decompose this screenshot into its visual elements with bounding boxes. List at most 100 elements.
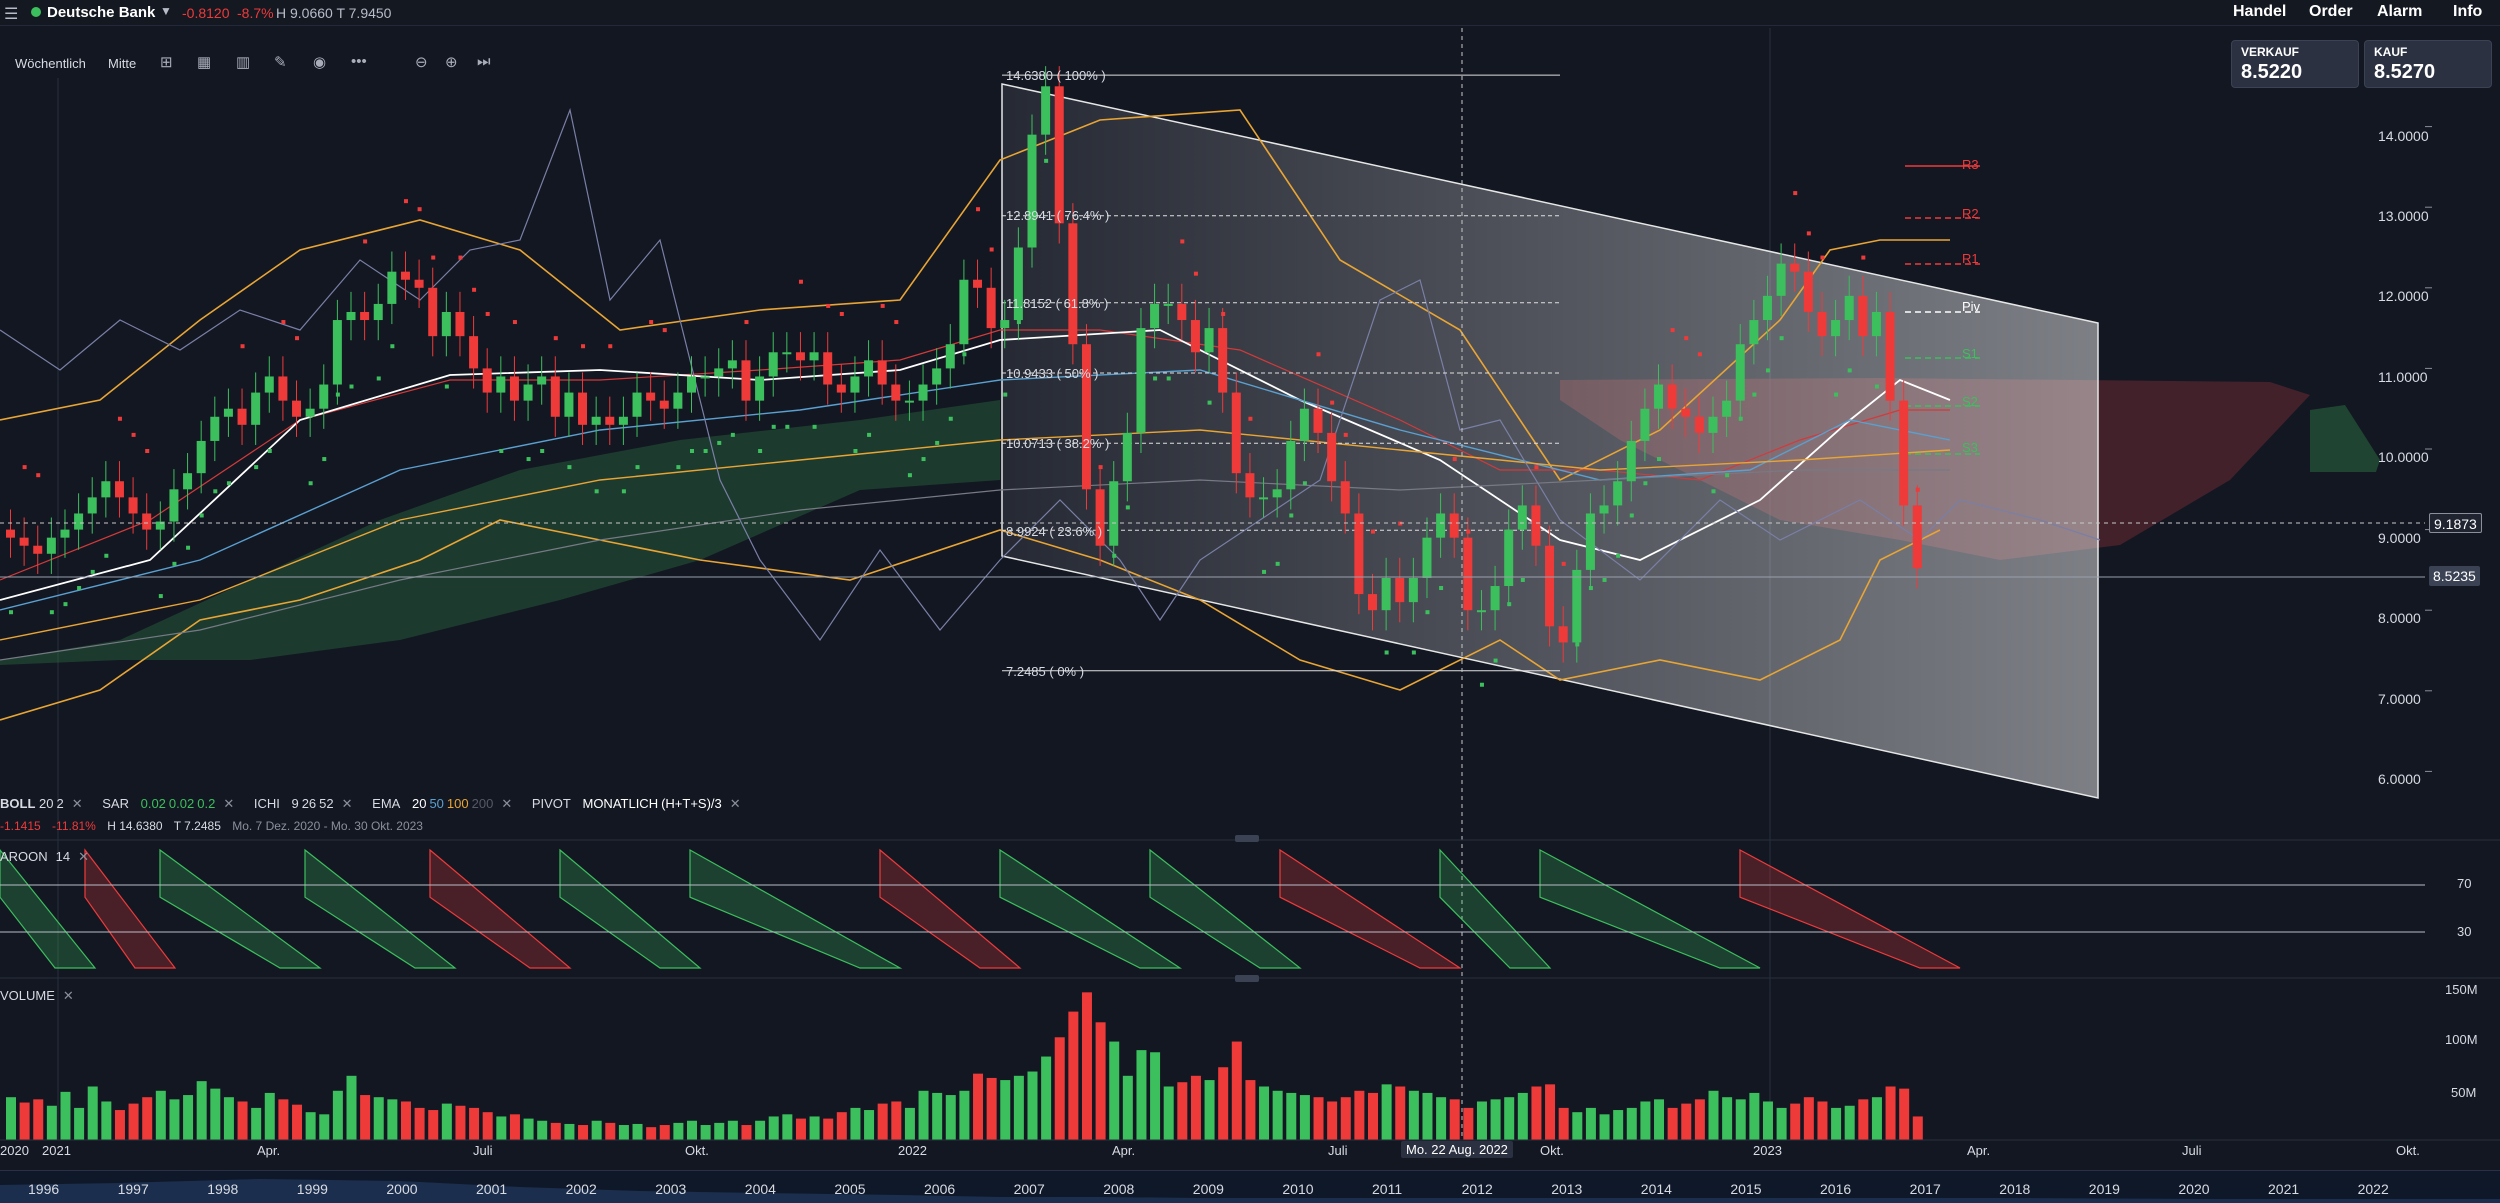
sar-dot bbox=[1874, 384, 1879, 389]
candle-body bbox=[305, 408, 315, 417]
sell-quote-button[interactable]: VERKAUF 8.5220 bbox=[2231, 40, 2359, 88]
volume-bar bbox=[101, 1101, 112, 1140]
aroon-segment bbox=[159, 848, 322, 969]
volume-bar bbox=[169, 1099, 180, 1140]
timeline-navigator[interactable] bbox=[0, 1170, 2500, 1203]
candlestick-series bbox=[6, 66, 1922, 663]
price-axis-label: 14.0000 bbox=[2378, 128, 2429, 144]
draw-icon[interactable]: ✎ bbox=[274, 54, 287, 71]
volume-bar bbox=[469, 1107, 480, 1140]
legend-ema-name: EMA bbox=[372, 796, 401, 811]
sar-dot bbox=[948, 416, 953, 421]
volume-bar bbox=[1095, 1022, 1106, 1140]
sar-dot bbox=[281, 320, 286, 325]
sar-dot bbox=[1657, 457, 1662, 462]
last-price-tag: 8.5235 bbox=[2429, 566, 2480, 586]
candle-body bbox=[469, 336, 479, 369]
remove-indicator-icon[interactable]: ✕ bbox=[78, 849, 90, 864]
candle-body bbox=[1313, 408, 1323, 433]
volume-bar bbox=[1722, 1097, 1733, 1140]
remove-indicator-icon[interactable]: ✕ bbox=[62, 988, 74, 1003]
candle-body bbox=[292, 400, 302, 417]
candle-body bbox=[1081, 344, 1091, 490]
pane-resize-handle[interactable] bbox=[1235, 975, 1259, 982]
price-mode-selector[interactable]: Mitte bbox=[108, 56, 137, 71]
hamburger-menu-icon[interactable]: ☰ bbox=[4, 6, 19, 23]
volume-bar bbox=[1640, 1101, 1651, 1140]
candle-body bbox=[1776, 263, 1786, 296]
sar-dot bbox=[1629, 513, 1634, 518]
candle-body bbox=[1504, 529, 1514, 587]
menu-order[interactable]: Order bbox=[2309, 3, 2353, 20]
volume-bar bbox=[1817, 1101, 1828, 1140]
sar-dot bbox=[49, 610, 54, 615]
candle-body bbox=[1041, 86, 1051, 135]
range-summary: -1.1415 -11.81% H 14.6380 T 7.2485 Mo. 7… bbox=[0, 819, 431, 833]
crosshair-date-tag: Mo. 22 Aug. 2022 bbox=[1401, 1141, 1513, 1158]
sar-dot bbox=[1343, 432, 1348, 437]
legend-ichi[interactable]: ICHI 9 26 52 ✕ bbox=[254, 796, 361, 811]
play-end-icon[interactable]: ⏭ bbox=[477, 53, 491, 70]
legend-sar[interactable]: SAR 0.02 0.02 0.2 ✕ bbox=[102, 796, 242, 811]
candle-body bbox=[1163, 303, 1173, 306]
volume-bar bbox=[237, 1101, 248, 1140]
more-icon[interactable]: ••• bbox=[351, 53, 367, 70]
navigator-year-label: 2012 bbox=[1461, 1181, 1493, 1197]
sar-dot bbox=[1371, 529, 1375, 534]
range-change-percent: -11.81% bbox=[52, 819, 96, 833]
candle-body bbox=[1545, 545, 1555, 627]
remove-indicator-icon[interactable]: ✕ bbox=[341, 796, 353, 811]
candle-body bbox=[1463, 537, 1473, 611]
volume-bar bbox=[823, 1118, 834, 1140]
pane-resize-handle[interactable] bbox=[1235, 835, 1259, 842]
remove-indicator-icon[interactable]: ✕ bbox=[729, 796, 741, 811]
candle-body bbox=[564, 392, 574, 417]
volume-bar bbox=[1545, 1084, 1556, 1140]
volume-bar bbox=[687, 1120, 697, 1140]
candle-body bbox=[441, 311, 451, 337]
sar-dot bbox=[1820, 255, 1825, 260]
fib-label: 11.8152 ( 61.8% ) bbox=[1006, 296, 1109, 311]
time-axis-label: Juli bbox=[473, 1143, 493, 1158]
legend-boll[interactable]: BOLL 20 2 ✕ bbox=[0, 796, 91, 811]
compare-icon[interactable]: ⊞ bbox=[160, 54, 173, 71]
navigator-year-label: 2001 bbox=[476, 1181, 508, 1197]
sar-dot bbox=[553, 336, 558, 341]
volume-legend[interactable]: VOLUME ✕ bbox=[0, 988, 82, 1004]
eye-icon[interactable]: ◉ bbox=[313, 54, 327, 71]
remove-indicator-icon[interactable]: ✕ bbox=[71, 796, 83, 811]
sar-dot bbox=[1030, 207, 1035, 212]
sar-dot bbox=[1153, 376, 1158, 381]
candle-body bbox=[1749, 320, 1759, 345]
instrument-dropdown-icon[interactable]: ▼ bbox=[160, 4, 172, 18]
aroon-segment bbox=[999, 848, 1183, 969]
sar-dot bbox=[880, 303, 885, 308]
aroon-legend[interactable]: AROON 14 ✕ bbox=[0, 849, 97, 865]
menu-alarm[interactable]: Alarm bbox=[2377, 3, 2423, 20]
indicator-icon[interactable]: ▥ bbox=[236, 54, 251, 71]
candle-body bbox=[278, 376, 288, 401]
sar-dot bbox=[158, 594, 163, 599]
volume-bar bbox=[1327, 1101, 1338, 1140]
zoom-out-icon[interactable]: ⊖ bbox=[415, 54, 428, 71]
menu-info[interactable]: Info bbox=[2453, 3, 2483, 20]
time-axis-label: Okt. bbox=[1540, 1143, 1564, 1158]
legend-pivot[interactable]: PIVOT MONATLICH (H+T+S)/3 ✕ bbox=[532, 796, 749, 811]
remove-indicator-icon[interactable]: ✕ bbox=[501, 796, 513, 811]
volume-bar bbox=[1436, 1097, 1447, 1140]
legend-ema[interactable]: EMA 20 50 100 200 ✕ bbox=[372, 796, 520, 811]
period-selector[interactable]: Wöchentlich bbox=[15, 56, 86, 71]
volume-bar bbox=[1762, 1101, 1773, 1140]
instrument-name[interactable]: Deutsche Bank bbox=[47, 4, 156, 21]
calendar-icon[interactable]: ▦ bbox=[197, 54, 212, 71]
buy-quote-button[interactable]: KAUF 8.5270 bbox=[2364, 40, 2492, 88]
remove-indicator-icon[interactable]: ✕ bbox=[223, 796, 235, 811]
candle-body bbox=[1204, 328, 1214, 353]
sar-dot bbox=[403, 199, 408, 204]
sar-dot bbox=[798, 279, 803, 284]
sar-dot bbox=[1575, 642, 1580, 647]
menu-handel[interactable]: Handel bbox=[2233, 3, 2287, 20]
zoom-in-icon[interactable]: ⊕ bbox=[445, 54, 458, 71]
sar-dot bbox=[1112, 553, 1117, 558]
